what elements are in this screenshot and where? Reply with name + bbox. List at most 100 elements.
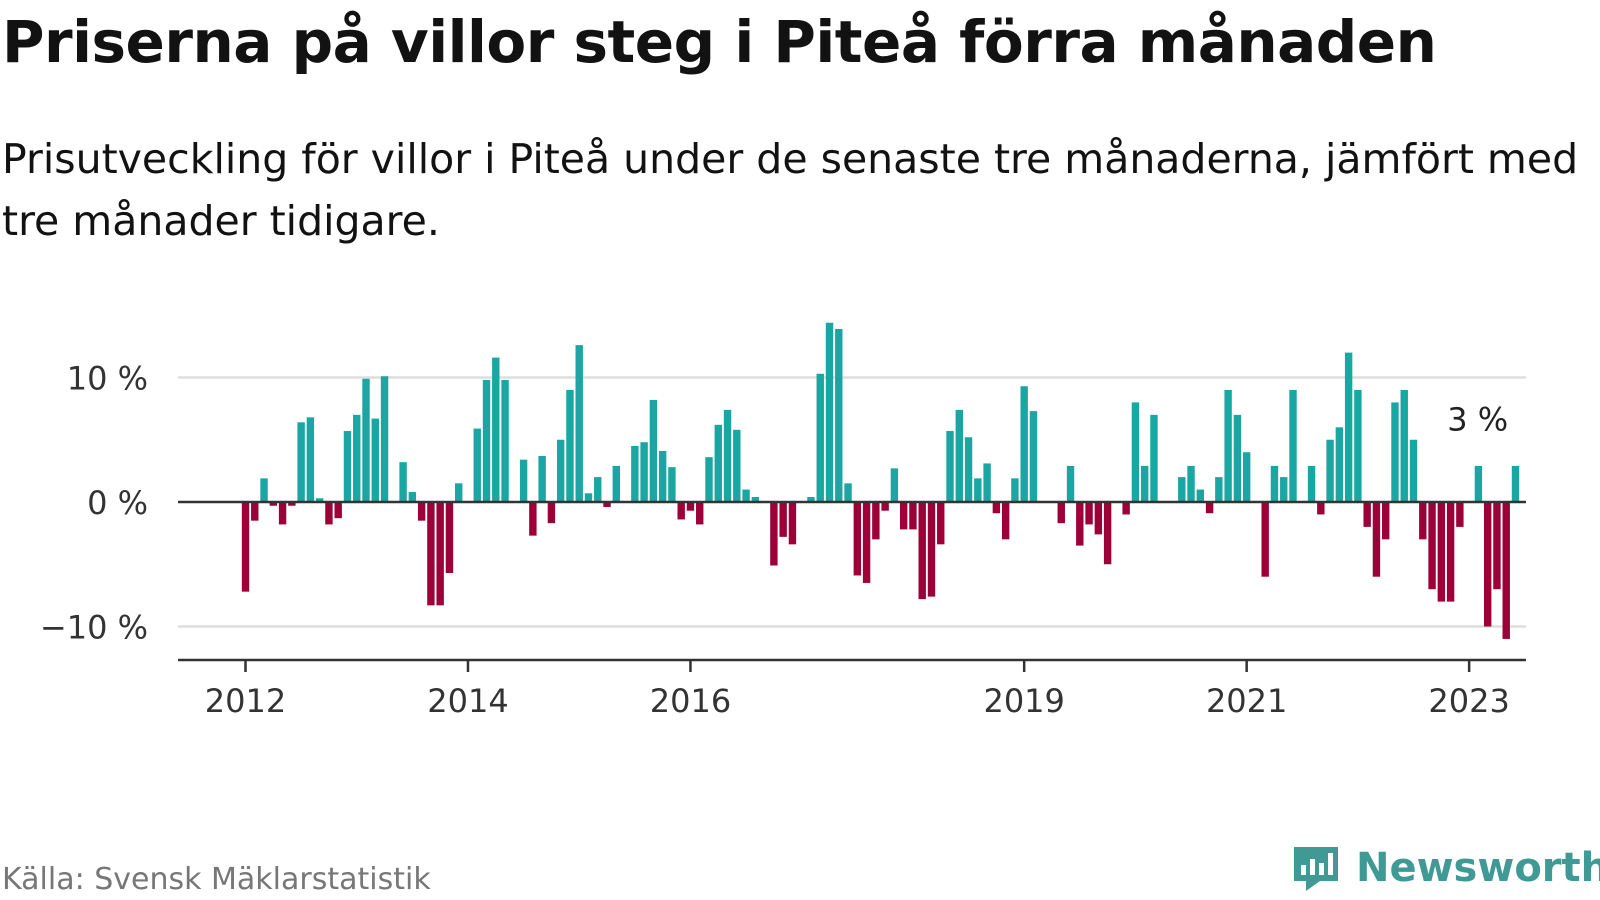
bar	[408, 492, 417, 502]
bar	[547, 502, 556, 524]
bar	[1076, 502, 1084, 546]
bar	[445, 502, 454, 573]
bar	[1382, 502, 1390, 540]
bar	[427, 502, 435, 606]
bar	[1474, 465, 1483, 502]
bar	[1001, 502, 1010, 540]
bar	[1446, 502, 1455, 602]
brand-name: Newsworthy	[1356, 845, 1600, 891]
bar	[334, 502, 342, 519]
bar	[288, 502, 296, 506]
bar	[1205, 502, 1214, 514]
bar	[881, 502, 889, 511]
bar	[241, 502, 250, 592]
bar	[325, 502, 333, 525]
bar	[473, 428, 481, 502]
bar	[1011, 478, 1019, 502]
bar	[343, 431, 352, 502]
bar	[770, 502, 778, 566]
x-tick-label: 2014	[427, 682, 508, 720]
bar	[1178, 477, 1186, 502]
bar	[1493, 502, 1501, 590]
bar	[1261, 502, 1269, 577]
chart-title: Priserna på villor steg i Piteå förra må…	[2, 8, 1437, 76]
bar	[649, 399, 658, 502]
bar	[705, 457, 713, 502]
bar	[455, 483, 463, 502]
bar	[1400, 389, 1408, 502]
bar	[399, 462, 407, 502]
bar	[816, 373, 824, 502]
bar	[983, 463, 991, 502]
x-tick-label: 2021	[1206, 682, 1287, 720]
bar	[955, 409, 963, 502]
bar	[1140, 465, 1149, 502]
bar	[501, 379, 509, 502]
bar	[1428, 502, 1436, 590]
bar	[1131, 402, 1140, 502]
bar	[436, 502, 444, 606]
bar	[723, 409, 732, 502]
bar	[1020, 386, 1028, 502]
bar	[668, 467, 676, 502]
bars	[241, 322, 1520, 639]
bar	[696, 502, 704, 525]
bar	[1354, 389, 1362, 502]
bar	[1224, 389, 1232, 502]
bar	[1335, 427, 1344, 502]
bar	[529, 502, 537, 536]
bar	[362, 378, 370, 502]
bar	[566, 389, 574, 502]
x-tick-label: 2012	[205, 682, 286, 720]
bar	[1270, 465, 1279, 502]
bar	[862, 502, 871, 583]
y-tick-label: 0 %	[87, 484, 148, 522]
bar	[1196, 489, 1205, 502]
bar	[1363, 502, 1371, 527]
bar	[260, 478, 268, 502]
bar	[807, 497, 815, 502]
x-tick-label: 2016	[650, 682, 731, 720]
bar	[251, 502, 259, 521]
bar	[492, 357, 500, 502]
bar	[890, 468, 899, 502]
bar	[686, 502, 695, 511]
bar	[946, 431, 954, 502]
bar	[1326, 439, 1334, 502]
bar	[742, 489, 750, 502]
bar	[1289, 389, 1297, 502]
bar	[1456, 502, 1464, 527]
bar	[1187, 465, 1195, 502]
bar	[937, 502, 945, 545]
bar	[909, 502, 917, 530]
bar	[1317, 502, 1325, 515]
bar	[417, 502, 426, 521]
bar	[1502, 502, 1510, 639]
bar	[1242, 452, 1251, 502]
source-note: Källa: Svensk Mäklarstatistik	[2, 862, 431, 897]
bar	[918, 502, 926, 600]
bar	[482, 379, 491, 502]
bar	[853, 502, 862, 576]
bar	[575, 345, 583, 502]
bar	[899, 502, 908, 530]
bar	[872, 502, 880, 540]
bar	[927, 502, 936, 597]
bar	[353, 414, 361, 502]
bar	[1103, 502, 1112, 565]
bar	[519, 459, 528, 502]
bar	[1094, 502, 1103, 535]
bar	[1215, 477, 1223, 502]
bar	[1280, 477, 1288, 502]
bar	[584, 493, 593, 502]
bar	[1511, 465, 1520, 502]
latest-value-label: 3 %	[1447, 401, 1508, 439]
bar	[992, 502, 1001, 514]
bar	[974, 478, 982, 502]
bar	[1233, 414, 1242, 502]
labels: 10 % 0 % −10 % 2012 2014 2016 2019 2021 2023 3 %	[40, 360, 1510, 721]
bar	[1419, 502, 1427, 540]
bar	[714, 424, 722, 502]
bar	[556, 439, 565, 502]
chart-subtitle: Prisutveckling för villor i Piteå under …	[2, 135, 1579, 245]
